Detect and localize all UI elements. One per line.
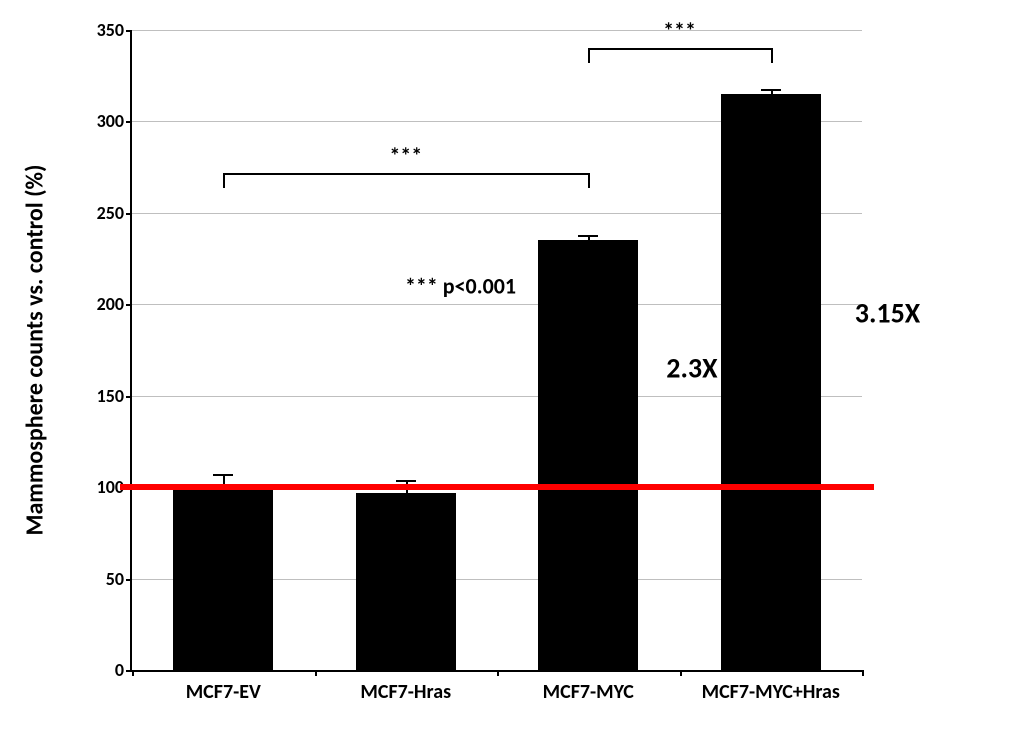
significance-label: *** (663, 17, 696, 44)
bar-chart: 050100150200250300350MCF7-EVMCF7-HrasMCF… (0, 0, 1020, 751)
error-bar-cap (213, 474, 233, 476)
y-tick-mark (126, 304, 132, 306)
bar (538, 240, 638, 670)
y-axis-title: Mammosphere counts vs. control (%) (21, 164, 50, 535)
x-category-label: MCF7-MYC+Hras (702, 670, 840, 704)
grid-line (132, 30, 862, 31)
y-tick-mark (126, 396, 132, 398)
x-tick-mark (132, 670, 134, 676)
value-annotation: 3.15X (855, 296, 920, 331)
x-tick-mark (497, 670, 499, 676)
y-tick-mark (126, 579, 132, 581)
error-bar-cap (761, 89, 781, 91)
error-bar-cap (578, 235, 598, 237)
value-annotation: 2.3X (666, 351, 717, 386)
x-tick-mark (862, 670, 864, 676)
y-tick-mark (126, 30, 132, 32)
y-tick-mark (126, 121, 132, 123)
bar (173, 487, 273, 670)
error-bar-cap (396, 480, 416, 482)
x-category-label: MCF7-EV (186, 670, 261, 704)
y-tick-mark (126, 213, 132, 215)
x-tick-mark (680, 670, 682, 676)
bar (721, 94, 821, 670)
x-tick-mark (315, 670, 317, 676)
reference-line (120, 484, 874, 490)
x-category-label: MCF7-MYC (543, 670, 634, 704)
bar (356, 493, 456, 670)
plot-area: 050100150200250300350MCF7-EVMCF7-HrasMCF… (130, 30, 862, 672)
significance-label: *** (389, 142, 422, 169)
significance-legend: *** p<0.001 (405, 273, 516, 300)
x-category-label: MCF7-Hras (360, 670, 451, 704)
